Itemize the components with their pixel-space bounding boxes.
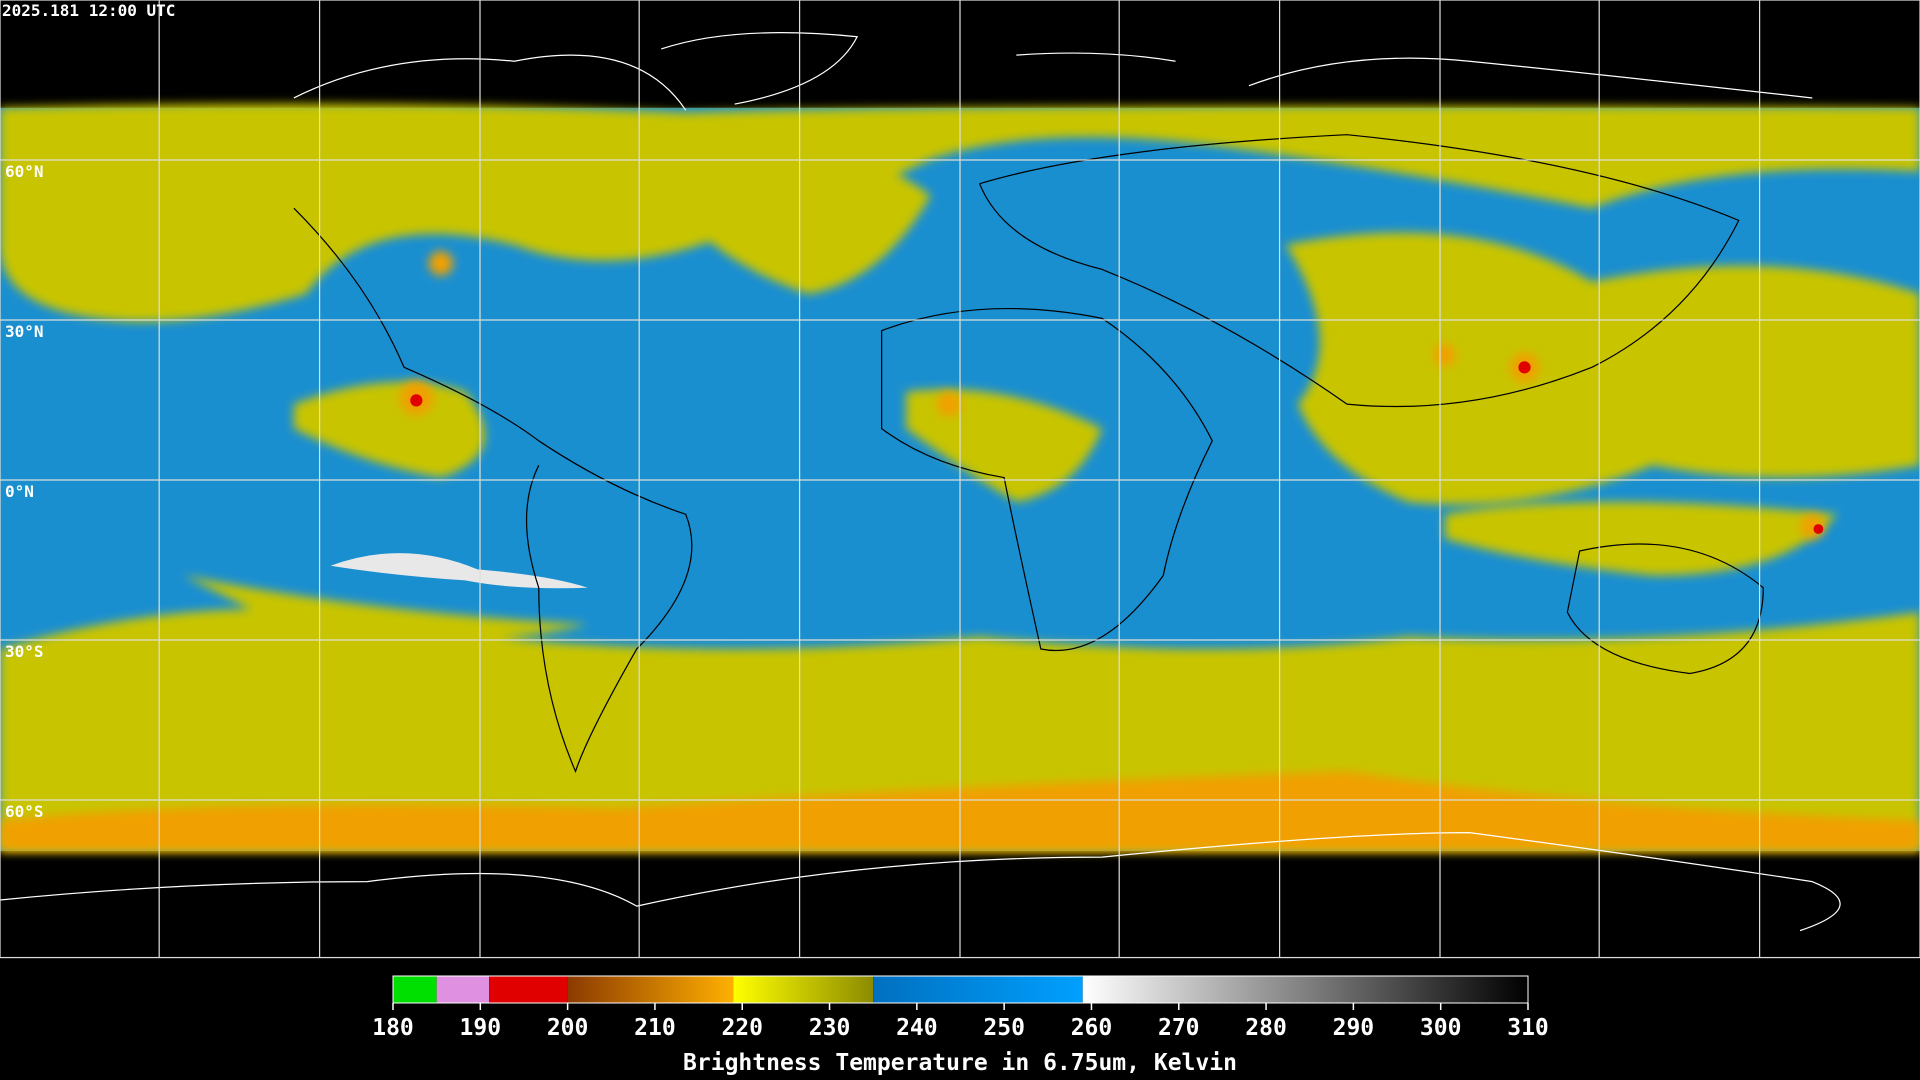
- map-frame: [0, 0, 1920, 959]
- colorbar-tick-label: 310: [1507, 1015, 1549, 1041]
- warm-dry-area: [330, 553, 588, 589]
- colorbar-tick-label: 220: [721, 1015, 763, 1041]
- colorbar-segment: [489, 976, 568, 1003]
- colorbar-tick-label: 240: [896, 1015, 938, 1041]
- colorbar-frame: [392, 975, 1529, 1004]
- colorbar-segment: [733, 976, 874, 1003]
- colorbar-tick-label: 190: [460, 1015, 502, 1041]
- colorbar-label: Brightness Temperature in 6.75um, Kelvin: [683, 1050, 1237, 1076]
- colorbar-tick-label: 270: [1158, 1015, 1200, 1041]
- colorbar-tick-label: 290: [1333, 1015, 1375, 1041]
- deep-convection: [410, 361, 1824, 534]
- colorbar-tick-label: 250: [983, 1015, 1025, 1041]
- colorbar-tick-label: 180: [372, 1015, 414, 1041]
- colorbar-tick-label: 200: [547, 1015, 589, 1041]
- latitude-label: 60°S: [5, 802, 44, 821]
- colorbar-segment: [1082, 976, 1528, 1003]
- map-imagery: [0, 0, 1920, 959]
- colorbar-tick-label: 300: [1420, 1015, 1462, 1041]
- colorbar-tick-label: 210: [634, 1015, 676, 1041]
- latitude-label: 30°S: [5, 642, 44, 661]
- colorbar-segment: [873, 976, 1083, 1003]
- colorbar-segment: [436, 976, 490, 1003]
- colorbar-segment: [393, 976, 437, 1003]
- colorbar-tick-label: 230: [809, 1015, 851, 1041]
- polar-coastlines: [0, 32, 1841, 932]
- coastlines: [293, 134, 1764, 774]
- latitude-label: 30°N: [5, 322, 44, 341]
- colorbar-tick-label: 260: [1071, 1015, 1113, 1041]
- latitude-label: 60°N: [5, 162, 44, 181]
- colorbar-tick-label: 280: [1245, 1015, 1287, 1041]
- colorbar-segment: [567, 976, 734, 1003]
- timestamp: 2025.181 12:00 UTC: [2, 1, 175, 20]
- latitude-label: 0°N: [5, 482, 34, 501]
